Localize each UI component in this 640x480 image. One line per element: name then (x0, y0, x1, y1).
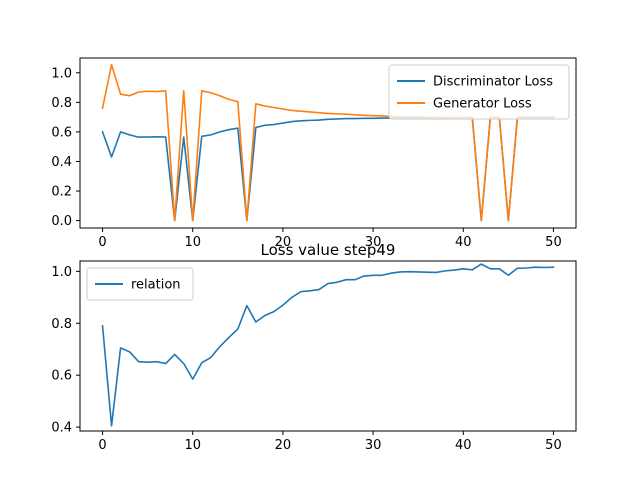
x-tick-label: 10 (184, 235, 201, 250)
y-tick-label: 0.8 (51, 96, 72, 111)
x-tick-label: 40 (455, 438, 472, 453)
legend-box (388, 64, 570, 120)
legend: Discriminator Loss Generator Loss (388, 64, 570, 120)
series-line-relation (101, 263, 555, 427)
y-tick-label: 0.4 (51, 155, 72, 170)
y-tick-label: 0.2 (51, 185, 72, 200)
bottom-axes-relation: 0 10 20 30 40 50 0.4 0.6 0.8 1.0 Loss value step49… (51, 241, 577, 453)
y-tick-label: 0.4 (51, 421, 72, 436)
x-tick-label: 0 (98, 235, 106, 250)
x-tick-label: 30 (365, 438, 382, 453)
series-line-generator-loss (101, 63, 555, 222)
x-tick-label: 50 (545, 235, 562, 250)
legend: relation (86, 267, 194, 301)
y-tick-label: 0.0 (51, 214, 72, 229)
x-tick-label: 10 (184, 438, 201, 453)
legend-box (86, 267, 194, 301)
axes-title: Loss value step49 (261, 241, 396, 259)
x-tick-label: 20 (275, 235, 292, 250)
y-tick-label: 0.6 (51, 125, 72, 140)
x-tick-label: 20 (275, 438, 292, 453)
legend-label: Generator Loss (433, 97, 532, 112)
legend-label: relation (131, 278, 181, 293)
y-tick-label: 0.8 (51, 317, 72, 332)
axes-frame (79, 57, 577, 229)
legend-label: Discriminator Loss (433, 75, 553, 90)
x-tick-label: 30 (365, 235, 382, 250)
x-tick-label: 40 (455, 235, 472, 250)
y-tick-label: 0.6 (51, 369, 72, 384)
top-axes-discriminator-generator-loss: 0 10 20 30 40 50 0.0 0.2 0.4 0.6 0.8 1.0 Discriminat… (51, 57, 577, 250)
x-tick-label: 50 (545, 438, 562, 453)
x-tick-label: 0 (98, 438, 106, 453)
y-tick-label: 1.0 (51, 265, 72, 280)
axes-frame (79, 260, 577, 432)
y-tick-label: 1.0 (51, 66, 72, 81)
